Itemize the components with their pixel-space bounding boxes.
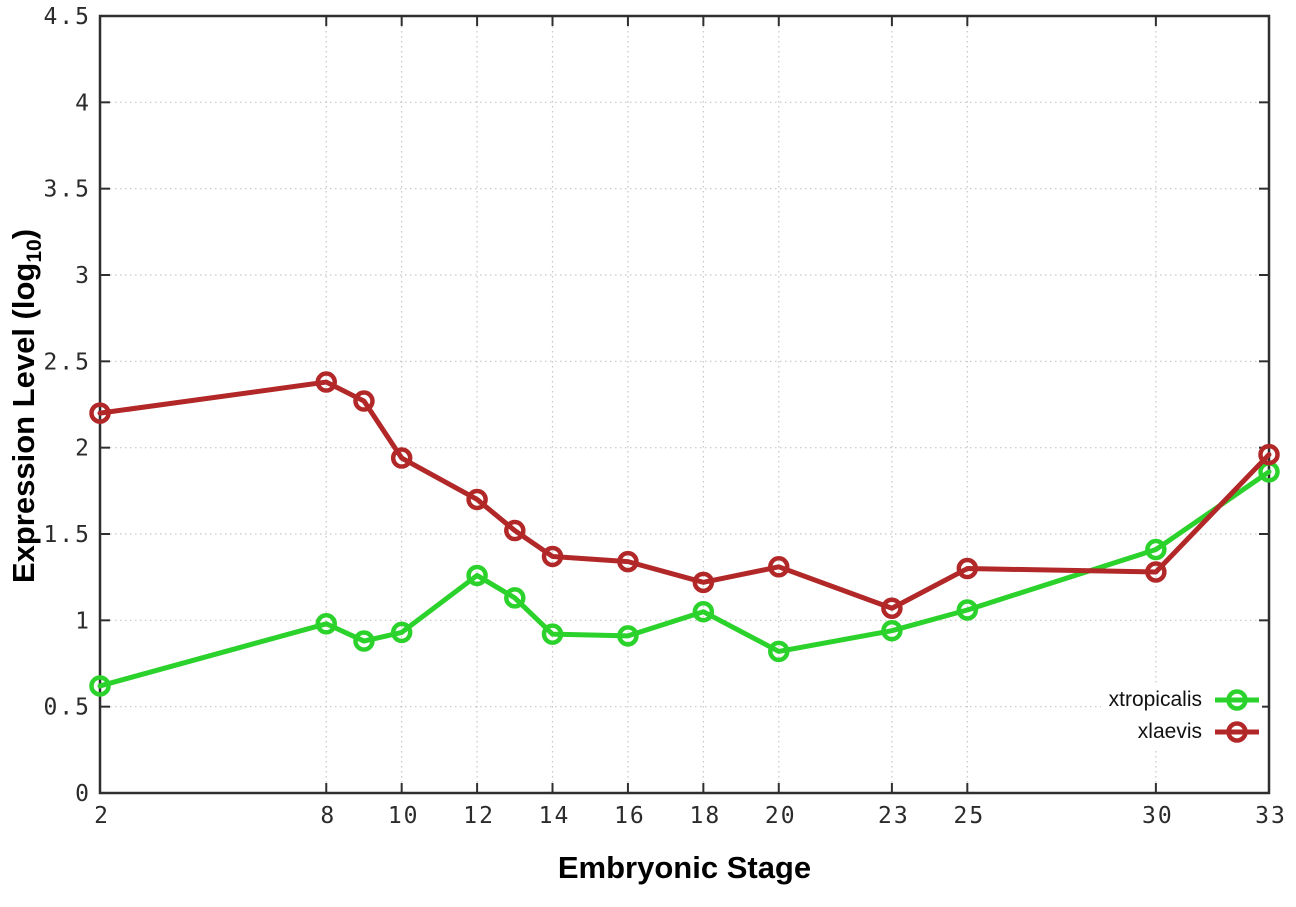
data-point-xlaevis-stage-25	[956, 557, 979, 580]
data-point-xtropicalis-stage-23	[881, 619, 903, 642]
data-point-xtropicalis-stage-18	[692, 600, 715, 623]
x-tick-label: 10	[388, 803, 420, 829]
y-axis-label-subscript: 10	[23, 239, 47, 263]
x-tick-label: 2	[94, 803, 110, 829]
y-tick-label: 4.5	[43, 4, 91, 30]
data-point-xtropicalis-stage-2	[89, 675, 111, 697]
data-point-xtropicalis-stage-9	[353, 630, 375, 652]
x-tick-label: 23	[878, 803, 910, 829]
y-tick-label: 1	[75, 608, 91, 634]
legend: xtropicalis xlaevis	[1100, 684, 1262, 748]
x-tick-label: 20	[765, 803, 797, 829]
data-point-xtropicalis-stage-20	[768, 640, 790, 663]
x-tick-label: 33	[1255, 803, 1287, 829]
x-tick-label: 8	[320, 803, 336, 829]
y-tick-label: 2	[75, 436, 91, 462]
axis-ticks	[99, 15, 1270, 794]
legend-marker-xtropicalis	[1215, 689, 1259, 711]
x-tick-label: 18	[690, 803, 722, 829]
data-point-xlaevis-stage-23	[881, 597, 903, 619]
data-point-xlaevis-stage-20	[768, 556, 790, 578]
y-tick-label: 1.5	[43, 522, 91, 548]
data-point-xtropicalis-stage-8	[315, 613, 338, 635]
legend-marker-xlaevis	[1215, 721, 1259, 743]
data-point-xtropicalis-stage-13	[504, 587, 526, 609]
x-tick-label: 14	[539, 803, 571, 829]
legend-item-xtropicalis: xtropicalis	[1109, 684, 1262, 716]
data-point-xlaevis-stage-10	[390, 447, 413, 469]
tick-labels: 2 8 10 12 14 16 18 20 23 25 30 33 0 0.5 1 1.5 2 2.5 3 3.5 4 4…	[43, 4, 1287, 829]
y-axis-label-text: Expression Level (log	[6, 262, 41, 584]
y-axis-label-close: )	[6, 228, 41, 240]
data-point-xlaevis-stage-16	[617, 550, 639, 573]
data-point-xtropicalis-stage-10	[390, 621, 413, 644]
y-tick-label: 2.5	[43, 349, 91, 375]
plot-border	[98, 14, 1271, 795]
legend-label-xtropicalis: xtropicalis	[1108, 688, 1202, 711]
x-tick-label: 25	[953, 803, 985, 829]
y-axis-label: Expression Level (log10)	[4, 206, 47, 606]
legend-label-xlaevis: xlaevis	[1137, 720, 1202, 743]
grid	[100, 16, 1269, 793]
series-line-xlaevis	[97, 379, 1272, 611]
data-point-xtropicalis-stage-30	[1145, 538, 1167, 561]
data-point-xlaevis-stage-8	[315, 371, 338, 393]
series-xlaevis	[89, 371, 1280, 619]
data-point-xtropicalis-stage-14	[541, 623, 564, 645]
data-point-xlaevis-stage-18	[692, 571, 715, 594]
data-point-xtropicalis-stage-16	[617, 625, 639, 647]
legend-point-sample	[1226, 721, 1248, 743]
y-tick-label: 0.5	[43, 695, 91, 721]
y-tick-label: 4	[75, 90, 91, 116]
x-tick-label: 16	[614, 803, 646, 829]
y-tick-label: 0	[75, 781, 91, 807]
data-point-xtropicalis-stage-12	[466, 564, 488, 587]
legend-item-xlaevis: xlaevis	[1109, 716, 1262, 748]
y-tick-label: 3	[75, 263, 91, 289]
series-xtropicalis	[89, 461, 1280, 697]
legend-point-sample	[1226, 689, 1248, 711]
data-point-xlaevis-stage-2	[89, 402, 111, 424]
data-point-xlaevis-stage-12	[466, 488, 488, 511]
data-point-xlaevis-stage-9	[353, 390, 375, 412]
x-tick-label: 12	[463, 803, 495, 829]
data-point-xlaevis-stage-30	[1145, 561, 1167, 583]
data-point-xlaevis-stage-33	[1258, 443, 1280, 466]
y-tick-label: 3.5	[43, 177, 91, 203]
x-tick-label: 30	[1142, 803, 1174, 829]
data-point-xlaevis-stage-14	[541, 545, 564, 568]
data-point-xtropicalis-stage-25	[956, 599, 979, 621]
data-point-xlaevis-stage-13	[504, 519, 526, 542]
x-axis-label: Embryonic Stage	[557, 850, 812, 885]
